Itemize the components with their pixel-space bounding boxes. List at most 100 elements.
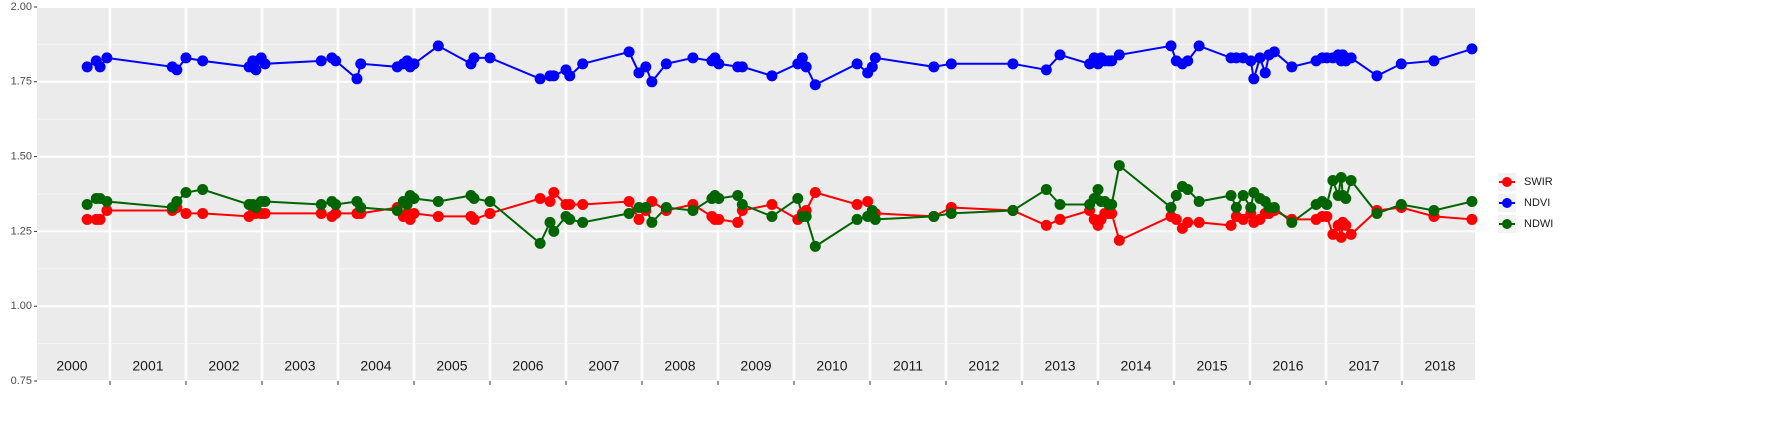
point bbox=[351, 73, 363, 85]
point bbox=[101, 204, 113, 216]
point bbox=[408, 207, 420, 219]
point bbox=[1165, 40, 1177, 52]
point bbox=[766, 70, 778, 82]
point bbox=[623, 207, 635, 219]
point bbox=[315, 207, 327, 219]
point bbox=[713, 192, 725, 204]
point bbox=[800, 61, 812, 73]
point bbox=[1040, 219, 1052, 231]
point bbox=[577, 58, 589, 70]
point bbox=[869, 213, 881, 225]
point bbox=[732, 189, 744, 201]
point bbox=[1040, 184, 1052, 196]
point bbox=[544, 216, 556, 228]
year-label: 2003 bbox=[284, 358, 315, 374]
point bbox=[1245, 201, 1257, 213]
point bbox=[866, 61, 878, 73]
year-label: 2005 bbox=[436, 358, 467, 374]
point bbox=[1268, 201, 1280, 213]
point bbox=[1106, 198, 1118, 210]
point bbox=[330, 198, 342, 210]
point bbox=[391, 204, 403, 216]
point bbox=[945, 58, 957, 70]
point bbox=[355, 58, 367, 70]
y-tick-label: 1.50 bbox=[11, 151, 32, 163]
point bbox=[1345, 175, 1357, 187]
point bbox=[1193, 40, 1205, 52]
point bbox=[544, 195, 556, 207]
point bbox=[1321, 198, 1333, 210]
point bbox=[1335, 231, 1347, 243]
point bbox=[355, 201, 367, 213]
point bbox=[633, 213, 645, 225]
legend-label: NDWI bbox=[1524, 218, 1553, 230]
y-tick-label: 1.00 bbox=[11, 300, 32, 312]
point bbox=[259, 195, 271, 207]
point bbox=[809, 187, 821, 199]
point bbox=[1428, 55, 1440, 67]
point bbox=[197, 207, 209, 219]
point bbox=[171, 64, 183, 76]
point bbox=[928, 210, 940, 222]
point bbox=[1371, 207, 1383, 219]
point bbox=[851, 213, 863, 225]
point bbox=[534, 192, 546, 204]
point bbox=[577, 216, 589, 228]
point bbox=[1428, 204, 1440, 216]
legend-dot bbox=[1502, 177, 1512, 187]
point bbox=[1182, 216, 1194, 228]
year-label: 2013 bbox=[1044, 358, 1075, 374]
point bbox=[432, 210, 444, 222]
point bbox=[1182, 55, 1194, 67]
point bbox=[548, 225, 560, 237]
legend-label: SWIR bbox=[1524, 176, 1553, 188]
point bbox=[330, 207, 342, 219]
point bbox=[862, 195, 874, 207]
point bbox=[623, 195, 635, 207]
point bbox=[1054, 198, 1066, 210]
year-label: 2017 bbox=[1348, 358, 1379, 374]
point bbox=[1248, 73, 1260, 85]
point bbox=[468, 213, 480, 225]
point bbox=[1466, 43, 1478, 55]
point bbox=[646, 76, 658, 88]
point bbox=[640, 201, 652, 213]
y-tick-label: 1.75 bbox=[11, 76, 32, 88]
point bbox=[81, 61, 93, 73]
year-label: 2008 bbox=[664, 358, 695, 374]
year-label: 2007 bbox=[588, 358, 619, 374]
point bbox=[1371, 70, 1383, 82]
point bbox=[534, 73, 546, 85]
point bbox=[1268, 46, 1280, 58]
point bbox=[792, 192, 804, 204]
point bbox=[1193, 195, 1205, 207]
year-label: 2011 bbox=[893, 358, 923, 374]
point bbox=[1040, 64, 1052, 76]
point bbox=[1007, 58, 1019, 70]
point bbox=[81, 213, 93, 225]
y-tick-label: 2.00 bbox=[11, 1, 32, 13]
point bbox=[623, 46, 635, 58]
year-label: 2009 bbox=[740, 358, 771, 374]
legend-dot bbox=[1502, 219, 1512, 229]
point bbox=[851, 198, 863, 210]
year-label: 2016 bbox=[1272, 358, 1303, 374]
point bbox=[1113, 160, 1125, 172]
year-label: 2006 bbox=[512, 358, 543, 374]
point bbox=[945, 207, 957, 219]
point bbox=[259, 58, 271, 70]
point bbox=[851, 58, 863, 70]
year-label: 2000 bbox=[56, 358, 87, 374]
point bbox=[1466, 213, 1478, 225]
point bbox=[432, 40, 444, 52]
point bbox=[1245, 55, 1257, 67]
point bbox=[171, 195, 183, 207]
point bbox=[928, 61, 940, 73]
point bbox=[94, 213, 106, 225]
legend-dot bbox=[1502, 198, 1512, 208]
point bbox=[250, 64, 262, 76]
point bbox=[315, 198, 327, 210]
point bbox=[1007, 204, 1019, 216]
point bbox=[713, 58, 725, 70]
point bbox=[408, 192, 420, 204]
